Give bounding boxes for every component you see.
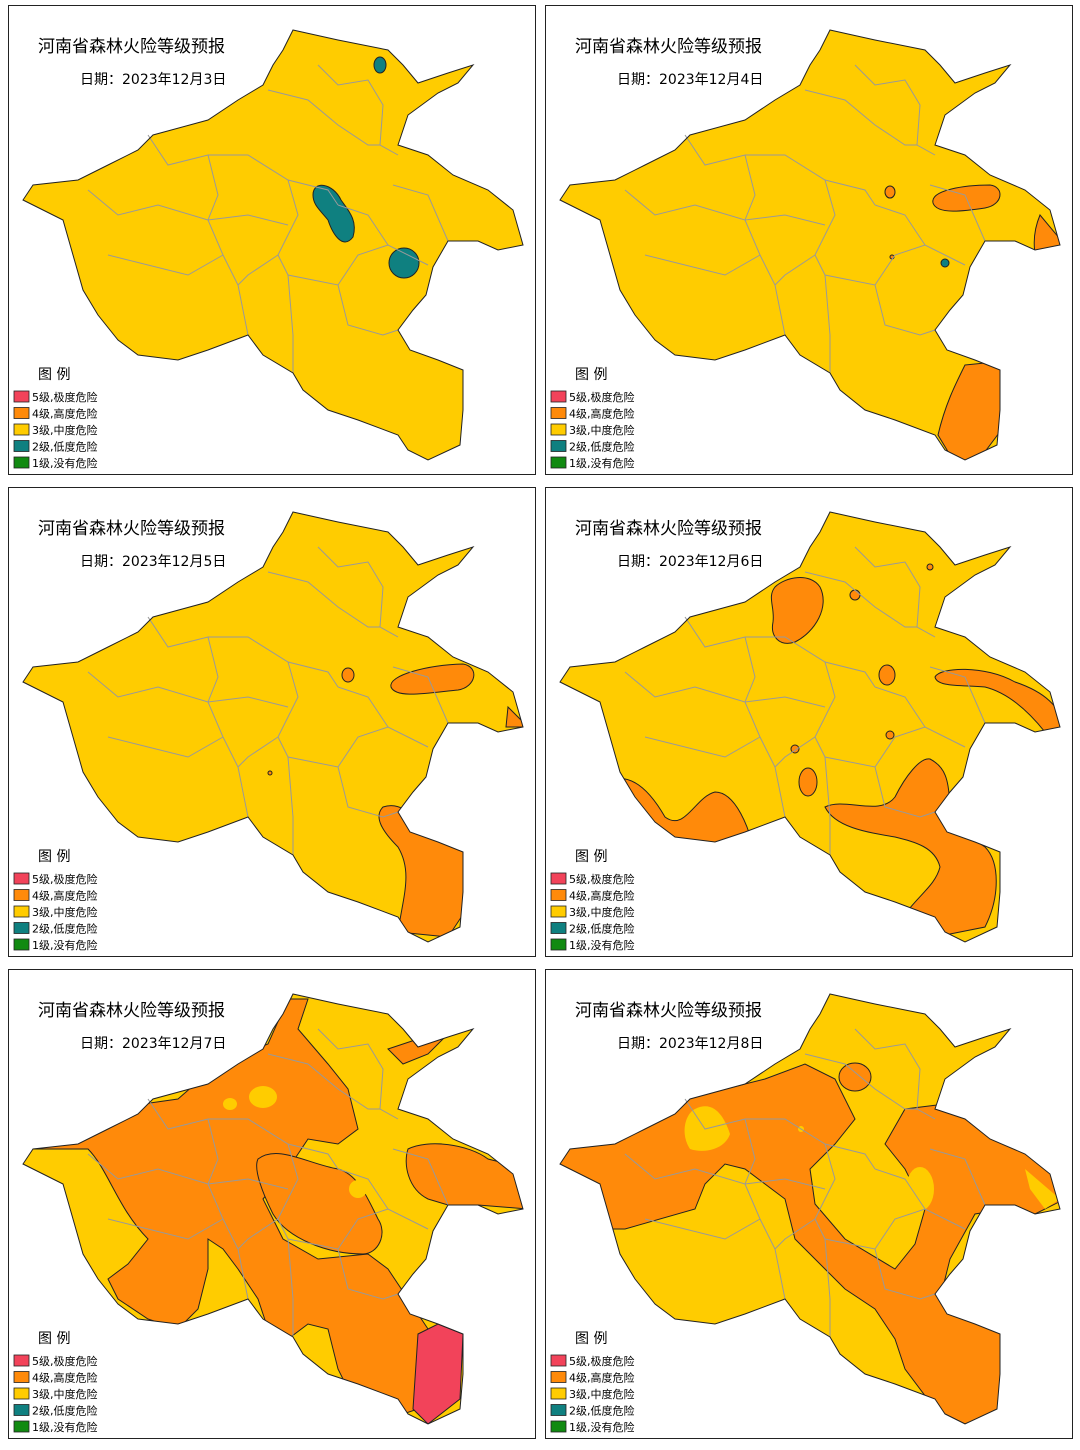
legend-title: 图 例 [575, 367, 607, 383]
legend-item: 4级,高度危险 [569, 889, 635, 903]
legend-swatch [13, 390, 30, 403]
legend-swatch [550, 390, 567, 403]
map-title: 河南省森林火险等级预报 [38, 37, 225, 57]
map-panel: 河南省森林火险等级预报日期：2023年12月4日图 例 5级,极度危险 4级,高度危… [545, 5, 1073, 475]
legend-swatch [550, 1354, 567, 1367]
legend-item: 3级,中度危险 [569, 905, 635, 919]
legend-item: 1级,没有危险 [569, 456, 635, 470]
legend-swatch [550, 922, 567, 934]
legend-item: 2级,低度危险 [32, 922, 98, 936]
legend-title: 图 例 [38, 367, 70, 383]
legend-item: 1级,没有危险 [569, 1420, 635, 1434]
map-title: 河南省森林火险等级预报 [38, 1001, 225, 1021]
map-date: 日期：2023年12月4日 [617, 72, 763, 88]
legend-swatch [13, 889, 30, 901]
map-date: 日期：2023年12月6日 [617, 554, 763, 570]
legend-title: 图 例 [575, 1331, 607, 1347]
legend-item: 1级,没有危险 [569, 938, 635, 952]
legend-swatch [13, 922, 30, 934]
map-panel: 河南省森林火险等级预报日期：2023年12月7日图 例 5级,极度危险 4级,高度危… [8, 969, 536, 1439]
legend-item: 4级,高度危险 [569, 1371, 635, 1385]
legend-item: 2级,低度危险 [32, 1404, 98, 1418]
legend-swatch [13, 1387, 30, 1400]
legend-swatch [13, 872, 30, 885]
legend-item: 4级,高度危险 [569, 407, 635, 421]
legend-item: 4级,高度危险 [32, 889, 98, 903]
legend-item: 3级,中度危险 [32, 905, 98, 919]
legend-swatch [13, 1420, 30, 1433]
legend-swatch [13, 1371, 30, 1383]
map-panel: 河南省森林火险等级预报日期：2023年12月5日图 例 5级,极度危险 4级,高度危… [8, 487, 536, 957]
legend-item: 4级,高度危险 [32, 407, 98, 421]
legend-swatch [550, 1420, 567, 1433]
legend-swatch [550, 1404, 567, 1416]
map-title: 河南省森林火险等级预报 [575, 37, 762, 57]
legend-swatch [550, 1387, 567, 1400]
legend-item: 3级,中度危险 [569, 423, 635, 437]
legend-swatch [13, 938, 30, 951]
legend-swatch [550, 423, 567, 436]
legend-item: 3级,中度危险 [32, 423, 98, 437]
legend-swatch [13, 905, 30, 918]
legend-item: 3级,中度危险 [569, 1387, 635, 1401]
legend-swatch [13, 407, 30, 419]
legend-swatch [550, 889, 567, 901]
legend-title: 图 例 [575, 849, 607, 865]
map-panel: 河南省森林火险等级预报日期：2023年12月6日图 例 5级,极度危险 4级,高度危… [545, 487, 1073, 957]
map-date: 日期：2023年12月8日 [617, 1036, 763, 1052]
legend-swatch [13, 1354, 30, 1367]
legend-title: 图 例 [38, 849, 70, 865]
legend-item: 2级,低度危险 [32, 440, 98, 454]
legend-swatch [13, 1404, 30, 1416]
legend-item: 4级,高度危险 [32, 1371, 98, 1385]
map-date: 日期：2023年12月3日 [80, 72, 226, 88]
legend-item: 5级,极度危险 [32, 872, 98, 886]
map-date: 日期：2023年12月7日 [80, 1036, 226, 1052]
legend-item: 1级,没有危险 [32, 1420, 98, 1434]
map-title: 河南省森林火险等级预报 [38, 519, 225, 539]
legend-swatch [550, 938, 567, 951]
legend-item: 5级,极度危险 [569, 1354, 635, 1368]
legend-swatch [550, 440, 567, 452]
legend-item: 5级,极度危险 [32, 390, 98, 404]
legend-swatch [550, 905, 567, 918]
legend-swatch [550, 872, 567, 885]
legend-item: 5级,极度危险 [569, 390, 635, 404]
map-title: 河南省森林火险等级预报 [575, 519, 762, 539]
legend-swatch [13, 423, 30, 436]
legend-swatch [550, 407, 567, 419]
map-panel: 河南省森林火险等级预报日期：2023年12月3日图 例 5级,极度危险 4级,高度危… [8, 5, 536, 475]
map-title: 河南省森林火险等级预报 [575, 1001, 762, 1021]
legend-swatch [13, 456, 30, 469]
legend-item: 3级,中度危险 [32, 1387, 98, 1401]
legend-swatch [550, 456, 567, 469]
legend-item: 1级,没有危险 [32, 938, 98, 952]
legend-item: 2级,低度危险 [569, 922, 635, 936]
legend-title: 图 例 [38, 1331, 70, 1347]
legend-item: 5级,极度危险 [32, 1354, 98, 1368]
legend-swatch [550, 1371, 567, 1383]
legend-item: 5级,极度危险 [569, 872, 635, 886]
legend-item: 2级,低度危险 [569, 440, 635, 454]
legend-item: 1级,没有危险 [32, 456, 98, 470]
legend-item: 2级,低度危险 [569, 1404, 635, 1418]
legend-swatch [13, 440, 30, 452]
map-date: 日期：2023年12月5日 [80, 554, 226, 570]
map-panel: 河南省森林火险等级预报日期：2023年12月8日图 例 5级,极度危险 4级,高度危… [545, 969, 1073, 1439]
